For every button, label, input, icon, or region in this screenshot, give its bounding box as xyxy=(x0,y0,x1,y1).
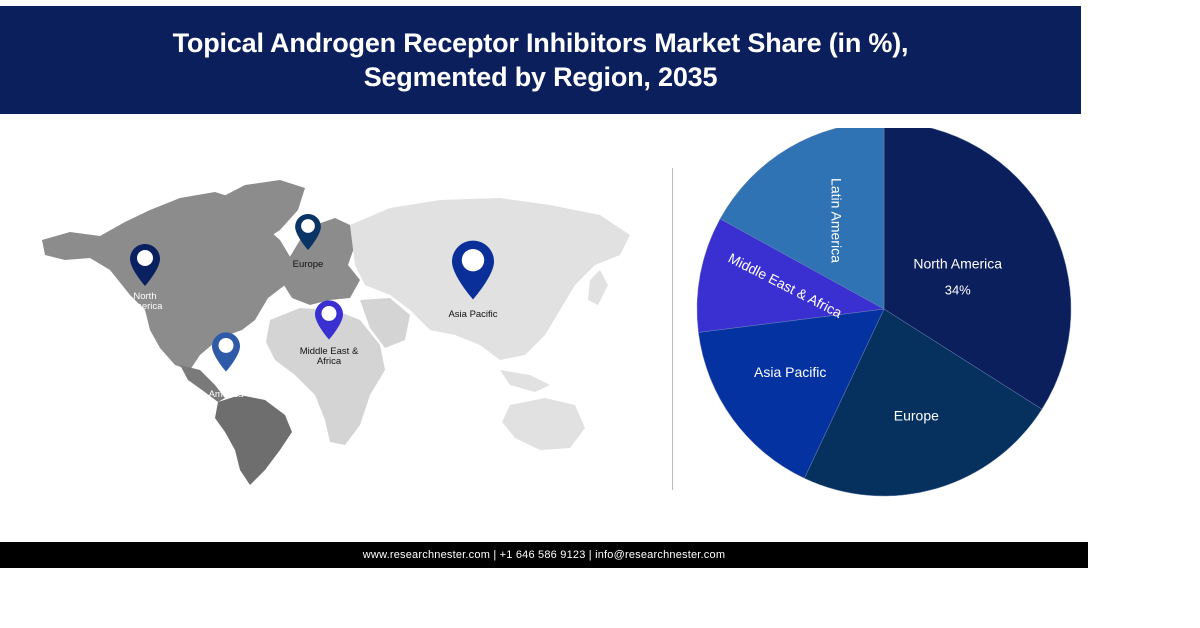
north-america-landmass xyxy=(42,192,292,370)
pie-slice-asia-pacific xyxy=(698,308,885,479)
section-divider xyxy=(672,168,673,490)
pin-asia-pacific[interactable] xyxy=(452,240,494,305)
map-pin-icon xyxy=(452,240,494,300)
chart-title-banner: Topical Androgen Receptor Inhibitors Mar… xyxy=(0,6,1081,114)
map-pin-icon xyxy=(295,214,321,250)
africa-landmass xyxy=(266,308,385,445)
pie-slice-label: North America xyxy=(913,255,1002,271)
pie-slice-value-label: 34% xyxy=(945,282,971,297)
map-pin-icon xyxy=(315,300,343,340)
pin-label-middle-east-africa: Middle East & Africa xyxy=(299,346,359,367)
pie-slice-middle-east-africa xyxy=(696,218,885,333)
chart-title-line-2: Segmented by Region, 2035 xyxy=(363,62,718,92)
pie-slice-label: Europe xyxy=(894,407,939,423)
central-america-landmass xyxy=(180,365,225,402)
world-map: North America Europe Asia Pacific Middle … xyxy=(30,170,650,490)
south-america-landmass xyxy=(215,395,292,485)
middle-east-landmass xyxy=(360,298,410,348)
map-pin-icon xyxy=(130,244,160,286)
pie-chart: North America 34% Europe Asia Pacific Middle… xyxy=(690,121,1080,498)
pin-label-latin-america: Latin America xyxy=(208,379,244,400)
chart-title-line-1: Topical Androgen Receptor Inhibitors Mar… xyxy=(172,28,909,58)
japan-landmass xyxy=(588,270,608,305)
pie-slice-label: Asia Pacific xyxy=(754,364,826,380)
australia-landmass xyxy=(502,398,585,450)
greenland-landmass xyxy=(220,180,305,242)
pin-middle-east-africa[interactable] xyxy=(315,300,343,345)
world-map-shapes xyxy=(42,180,630,485)
footer-contact-bar: www.researchnester.com | +1 646 586 9123… xyxy=(0,542,1088,568)
pie-slice-label: Latin America xyxy=(829,178,845,263)
asia-landmass xyxy=(350,198,630,360)
pin-label-north-america: North America xyxy=(127,291,163,312)
pin-europe[interactable] xyxy=(295,214,321,255)
southeast-asia-islands xyxy=(500,370,550,392)
pin-north-america[interactable] xyxy=(130,244,160,291)
footer-contact-text: www.researchnester.com | +1 646 586 9123… xyxy=(362,549,726,561)
pin-label-europe: Europe xyxy=(292,259,324,270)
pie-slice-europe xyxy=(804,308,1043,497)
pin-latin-america[interactable] xyxy=(212,332,240,377)
pie-slice-north-america xyxy=(883,121,1072,410)
map-pin-icon xyxy=(212,332,240,372)
pin-label-asia-pacific: Asia Pacific xyxy=(448,309,498,320)
